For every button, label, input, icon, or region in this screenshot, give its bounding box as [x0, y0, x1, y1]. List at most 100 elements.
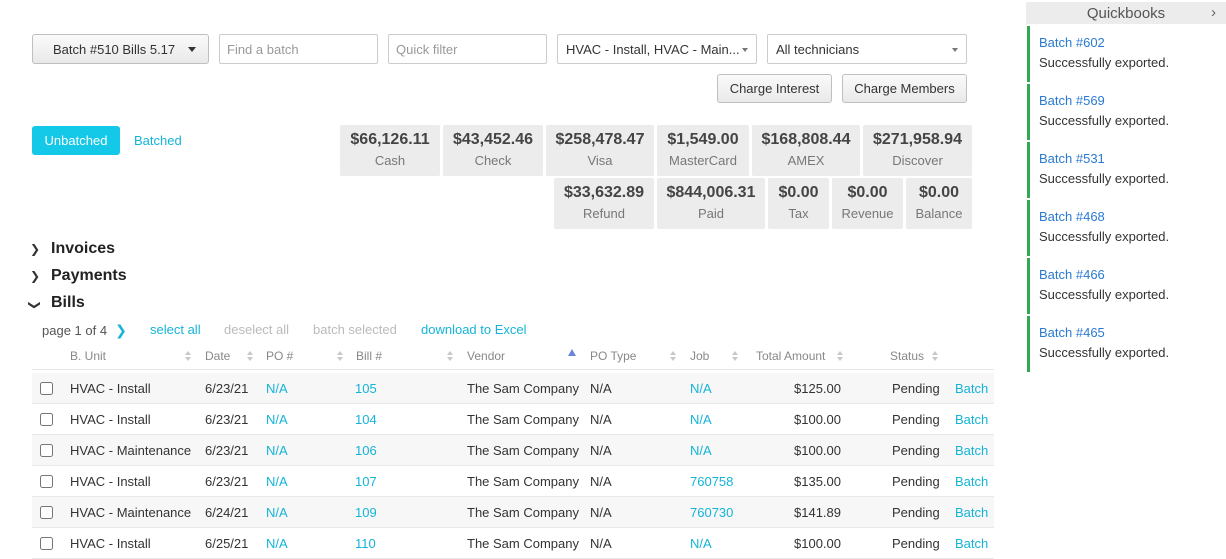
- stat-label: AMEX: [787, 153, 825, 168]
- notification-batch-link[interactable]: Batch #602: [1039, 35, 1105, 50]
- sort-icon[interactable]: [185, 351, 191, 363]
- stat-value: $0.00: [918, 184, 960, 201]
- stat-label: Paid: [697, 206, 725, 221]
- stat-refund: $33,632.89 Refund: [554, 178, 654, 229]
- cell-action[interactable]: Batch: [955, 412, 989, 427]
- col-job[interactable]: Job: [690, 349, 710, 363]
- col-po[interactable]: PO #: [266, 349, 294, 363]
- sort-icon[interactable]: [337, 351, 343, 363]
- cell-job[interactable]: N/A: [690, 412, 712, 427]
- row-checkbox[interactable]: [40, 382, 53, 395]
- cell-po[interactable]: N/A: [266, 474, 288, 489]
- table-row: HVAC - Install 6/23/21 N/A 104 The Sam Compa…: [32, 404, 994, 435]
- cell-bill[interactable]: 107: [355, 474, 377, 489]
- section-bills[interactable]: ❯ Bills: [28, 293, 85, 313]
- col-total[interactable]: Total Amount: [756, 349, 826, 363]
- table-row: HVAC - Maintenance 6/24/21 N/A 109 The Sam C…: [32, 497, 994, 528]
- technician-filter[interactable]: All technicians: [767, 34, 967, 64]
- stat-value: $271,958.94: [873, 131, 962, 148]
- cell-bill[interactable]: 110: [355, 536, 376, 551]
- charge-members-button[interactable]: Charge Members: [842, 74, 967, 103]
- section-invoices-label: Invoices: [51, 240, 116, 257]
- quickbooks-panel-header[interactable]: Quickbooks ›: [1026, 2, 1226, 24]
- cell-job[interactable]: 760730: [690, 505, 734, 520]
- cell-action[interactable]: Batch: [955, 474, 989, 489]
- charge-interest-button[interactable]: Charge Interest: [717, 74, 832, 103]
- section-invoices[interactable]: ❯ Invoices: [30, 239, 115, 259]
- sort-icon[interactable]: [732, 351, 738, 363]
- sort-icon[interactable]: [932, 351, 938, 363]
- cell-action[interactable]: Batch: [955, 381, 989, 396]
- cell-po[interactable]: N/A: [266, 443, 288, 458]
- col-status[interactable]: Status: [890, 349, 925, 363]
- cell-action[interactable]: Batch: [955, 505, 989, 520]
- cell-total: $125.00: [794, 381, 841, 396]
- col-potype[interactable]: PO Type: [590, 349, 637, 363]
- sort-icon[interactable]: [837, 351, 843, 363]
- business-unit-filter[interactable]: HVAC - Install, HVAC - Main...: [557, 34, 757, 64]
- tab-batched[interactable]: Batched: [134, 133, 182, 148]
- cell-job[interactable]: 760758: [690, 474, 734, 489]
- table-row: HVAC - Install 6/23/21 N/A 105 The Sam Compa…: [32, 373, 994, 404]
- cell-job[interactable]: N/A: [690, 536, 712, 551]
- notification-batch-link[interactable]: Batch #531: [1039, 151, 1105, 166]
- table-row: HVAC - Install 6/25/21 N/A 110 The Sam Compa…: [32, 528, 994, 559]
- notification-batch-link[interactable]: Batch #569: [1039, 93, 1105, 108]
- sort-ascending-icon[interactable]: [568, 349, 576, 356]
- notification-batch-link[interactable]: Batch #465: [1039, 325, 1105, 340]
- find-batch-input[interactable]: [219, 34, 378, 64]
- row-checkbox[interactable]: [40, 444, 53, 457]
- col-bill[interactable]: Bill #: [356, 349, 383, 363]
- cell-status: Pending: [892, 381, 940, 396]
- technician-filter-value: All technicians: [776, 41, 860, 57]
- cell-date: 6/23/21: [205, 412, 249, 427]
- row-checkbox[interactable]: [40, 475, 53, 488]
- export-notification: Batch #466 Successfully exported.: [1027, 258, 1226, 314]
- stat-label: Check: [474, 153, 512, 168]
- notification-batch-link[interactable]: Batch #468: [1039, 209, 1105, 224]
- section-payments[interactable]: ❯ Payments: [30, 266, 127, 286]
- cell-bill[interactable]: 104: [355, 412, 377, 427]
- cell-po[interactable]: N/A: [266, 505, 288, 520]
- cell-po[interactable]: N/A: [266, 536, 288, 551]
- table-row: HVAC - Maintenance 6/23/21 N/A 106 The Sam C…: [32, 435, 994, 466]
- caret-down-icon: [188, 47, 196, 52]
- cell-bill[interactable]: 105: [355, 381, 377, 396]
- main-content: Batch #510 Bills 5.17 HVAC - Install, HV…: [28, 34, 994, 559]
- col-bunit[interactable]: B. Unit: [70, 349, 107, 363]
- cell-action[interactable]: Batch: [955, 536, 989, 551]
- download-excel-link[interactable]: download to Excel: [421, 322, 527, 337]
- col-vendor[interactable]: Vendor: [467, 349, 506, 363]
- notification-message: Successfully exported.: [1039, 55, 1170, 70]
- cell-job[interactable]: N/A: [690, 443, 712, 458]
- row-checkbox[interactable]: [40, 506, 53, 519]
- stat-label: Cash: [374, 153, 406, 168]
- cell-po[interactable]: N/A: [266, 381, 288, 396]
- tab-unbatched[interactable]: Unbatched: [32, 126, 120, 155]
- stat-cash: $66,126.11 Cash: [340, 125, 440, 176]
- table-row: HVAC - Install 6/23/21 N/A 107 The Sam Compa…: [32, 466, 994, 497]
- sort-icon[interactable]: [670, 351, 676, 363]
- cell-job[interactable]: N/A: [690, 381, 712, 396]
- row-checkbox[interactable]: [40, 413, 53, 426]
- cell-total: $135.00: [794, 474, 841, 489]
- quick-filter-input[interactable]: [388, 34, 547, 64]
- batch-dropdown[interactable]: Batch #510 Bills 5.17: [32, 34, 209, 64]
- deselect-all-link[interactable]: deselect all: [224, 322, 290, 337]
- cell-po[interactable]: N/A: [266, 412, 288, 427]
- next-page-icon[interactable]: ❯: [115, 321, 127, 338]
- notification-batch-link[interactable]: Batch #466: [1039, 267, 1105, 282]
- chevron-right-icon[interactable]: ›: [1211, 4, 1216, 21]
- sort-icon[interactable]: [247, 351, 253, 363]
- cell-bill[interactable]: 106: [355, 443, 377, 458]
- cell-potype: N/A: [590, 412, 612, 427]
- select-all-link[interactable]: select all: [150, 322, 201, 337]
- cell-status: Pending: [892, 474, 940, 489]
- cell-action[interactable]: Batch: [955, 443, 989, 458]
- col-date[interactable]: Date: [205, 349, 231, 363]
- batch-selected-link[interactable]: batch selected: [313, 322, 397, 337]
- row-checkbox[interactable]: [40, 537, 53, 550]
- cell-bill[interactable]: 109: [355, 505, 377, 520]
- sort-icon[interactable]: [447, 351, 453, 363]
- stat-value: $1,549.00: [667, 131, 739, 148]
